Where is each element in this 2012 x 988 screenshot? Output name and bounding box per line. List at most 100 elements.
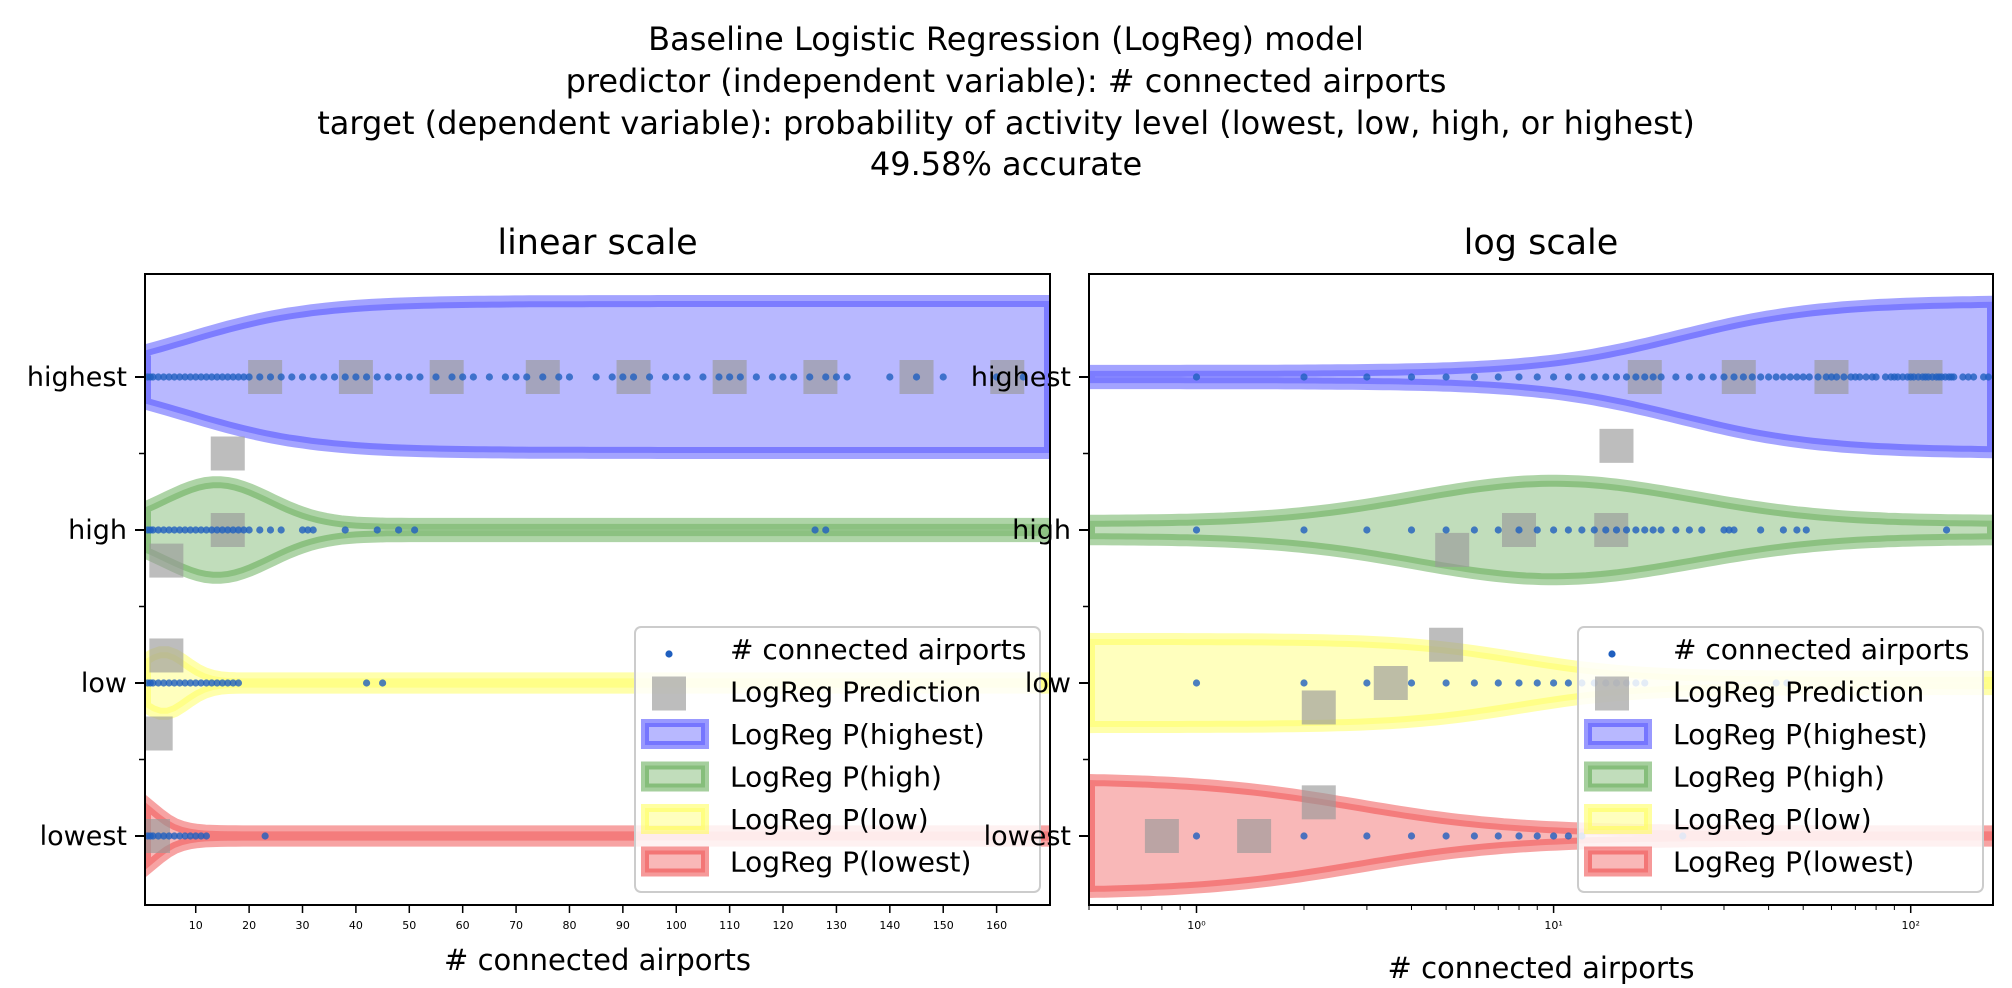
prediction-marker (1144, 819, 1179, 853)
data-point (459, 373, 467, 381)
data-point (1698, 373, 1706, 381)
data-point (1672, 373, 1680, 381)
legend-handle-low (1584, 804, 1652, 834)
data-point (277, 373, 285, 381)
legend-handle-highest (1584, 719, 1652, 749)
data-point (1649, 373, 1657, 381)
data-point (416, 373, 424, 381)
data-point (1862, 373, 1870, 381)
data-point (1779, 373, 1787, 381)
data-point (234, 526, 243, 534)
legend-label: LogReg Prediction (730, 676, 981, 709)
data-point (1550, 832, 1558, 840)
data-point (395, 526, 403, 534)
data-point (176, 373, 184, 381)
data-point (352, 373, 360, 381)
legend-handle-high (641, 761, 709, 792)
data-point (1564, 373, 1572, 381)
data-point (170, 526, 178, 534)
data-point (330, 373, 339, 381)
data-point (1300, 526, 1308, 534)
data-point (160, 679, 168, 687)
band-high (1089, 474, 1993, 586)
data-point (245, 373, 253, 381)
data-point (149, 832, 157, 840)
suptitle-line-1: Baseline Logistic Regression (LogReg) mo… (648, 20, 1364, 58)
prediction-marker (145, 716, 173, 751)
data-point (378, 679, 387, 687)
prediction-marker (149, 543, 184, 578)
data-point (213, 373, 221, 381)
data-point (1590, 526, 1598, 534)
legend-handle-prediction (652, 676, 686, 711)
data-point (1772, 373, 1780, 381)
y-tick-label: high (1012, 515, 1071, 546)
data-point (240, 373, 248, 381)
legend-handle-low (641, 804, 709, 834)
data-point (1442, 373, 1450, 381)
legend-label: LogReg P(highest) (1673, 718, 1928, 751)
data-point (1470, 679, 1478, 687)
data-point (1793, 526, 1801, 534)
data-point (1578, 373, 1586, 381)
data-point (1872, 373, 1880, 381)
suptitle-line-2: predictor (independent variable): # conn… (566, 62, 1447, 100)
data-point (165, 679, 173, 687)
x-tick-label: 40 (349, 919, 363, 932)
data-point (197, 832, 205, 840)
data-point (1805, 373, 1813, 381)
data-point (160, 526, 168, 534)
data-point (1814, 373, 1822, 381)
legend-label: LogReg Prediction (1673, 676, 1924, 709)
data-point (288, 373, 296, 381)
data-point (1602, 373, 1610, 381)
legend-label: LogReg P(lowest) (730, 846, 971, 879)
prediction-marker (1373, 666, 1408, 700)
data-point (1470, 526, 1478, 534)
data-point (1632, 373, 1640, 381)
data-point (1698, 526, 1706, 534)
data-point (1192, 679, 1201, 687)
data-point (208, 679, 216, 687)
data-point (395, 373, 403, 381)
x-tick-label: 10¹ (1544, 919, 1562, 932)
x-tick-label: 20 (242, 919, 256, 932)
data-point (672, 373, 680, 381)
data-point (218, 373, 227, 381)
data-point (1550, 679, 1558, 687)
legend-handle-lowest (1584, 846, 1652, 877)
data-point (939, 373, 947, 381)
data-point (202, 679, 211, 687)
legend-label: # connected airports (730, 633, 1026, 666)
data-point (726, 373, 734, 381)
data-point (1564, 832, 1572, 840)
data-point (298, 526, 307, 534)
band-high (145, 476, 1050, 584)
data-point (176, 832, 184, 840)
data-point (266, 373, 275, 381)
prediction-marker (210, 436, 245, 471)
data-point (224, 373, 232, 381)
prediction-marker (1301, 785, 1336, 820)
data-point (181, 526, 189, 534)
data-point (192, 373, 200, 381)
data-point (202, 373, 211, 381)
data-point (202, 526, 211, 534)
legend-label: LogReg P(high) (1673, 761, 1885, 794)
data-point (1533, 832, 1541, 840)
y-tick-label: highest (971, 362, 1071, 393)
legend-handle-points (1608, 650, 1616, 658)
x-tick-label: 100 (666, 919, 687, 932)
data-point (1515, 832, 1523, 840)
data-point (432, 373, 440, 381)
data-point (213, 526, 221, 534)
data-point (1657, 526, 1665, 534)
data-point (1632, 526, 1640, 534)
data-point (512, 373, 520, 381)
data-point (1407, 679, 1416, 687)
data-point (1856, 373, 1864, 381)
data-point (1622, 373, 1631, 381)
data-point (154, 526, 162, 534)
data-point (149, 373, 157, 381)
data-point (1730, 373, 1738, 381)
